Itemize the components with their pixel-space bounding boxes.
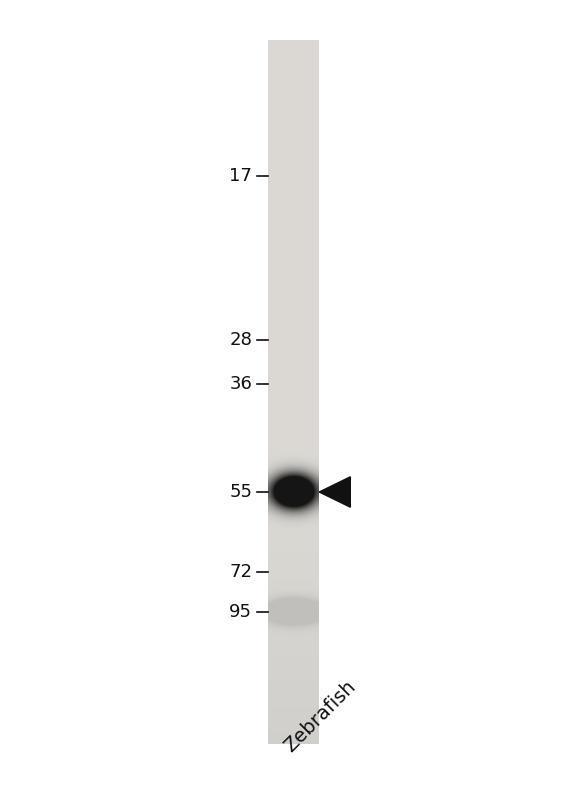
Text: 17: 17 [229,167,252,185]
Text: 55: 55 [229,483,252,501]
Polygon shape [319,477,350,507]
Text: Zebrafish: Zebrafish [280,677,359,756]
Text: 28: 28 [229,331,252,349]
Text: 95: 95 [229,603,252,621]
Text: 36: 36 [229,375,252,393]
Text: 72: 72 [229,563,252,581]
